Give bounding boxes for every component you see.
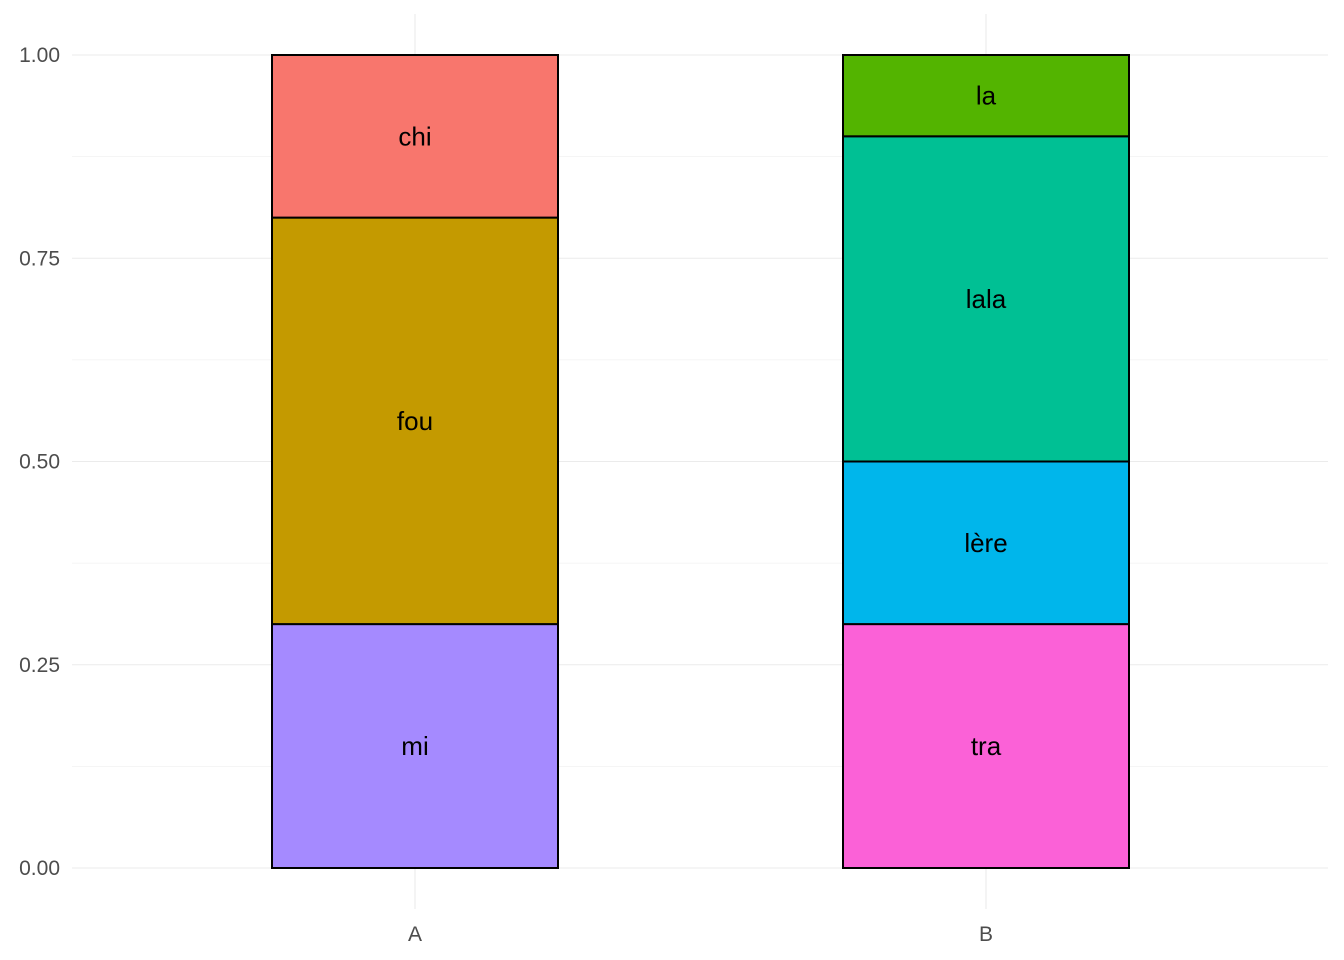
y-tick-label: 0.50 (19, 451, 60, 474)
segment-label: lère (964, 528, 1007, 558)
segment-label: la (976, 81, 997, 111)
grid-lines (72, 14, 1328, 909)
segment-label: fou (397, 406, 433, 436)
bar-segment-tra (842, 623, 1130, 869)
y-tick-label: 0.75 (19, 247, 60, 270)
segment-label: chi (398, 121, 431, 151)
segment-label: lala (966, 284, 1007, 314)
segment-label: mi (401, 731, 428, 761)
bar-segment-fou (271, 216, 559, 626)
y-tick-label: 1.00 (19, 44, 60, 67)
y-axis: 0.00 0.25 0.50 0.75 1.00 (19, 44, 60, 880)
bar-stack-a: mi fou chi (271, 54, 559, 869)
segment-label: tra (971, 731, 1002, 761)
bar-segment-lère (842, 460, 1130, 626)
bar-segment-mi (271, 623, 559, 869)
bar-segment-la (842, 54, 1130, 138)
x-tick-label: A (408, 923, 422, 946)
y-tick-label: 0.00 (19, 857, 60, 880)
x-tick-label: B (979, 923, 993, 946)
bar-segment-chi (271, 54, 559, 219)
bar-segment-lala (842, 135, 1130, 463)
y-tick-label: 0.25 (19, 654, 60, 677)
